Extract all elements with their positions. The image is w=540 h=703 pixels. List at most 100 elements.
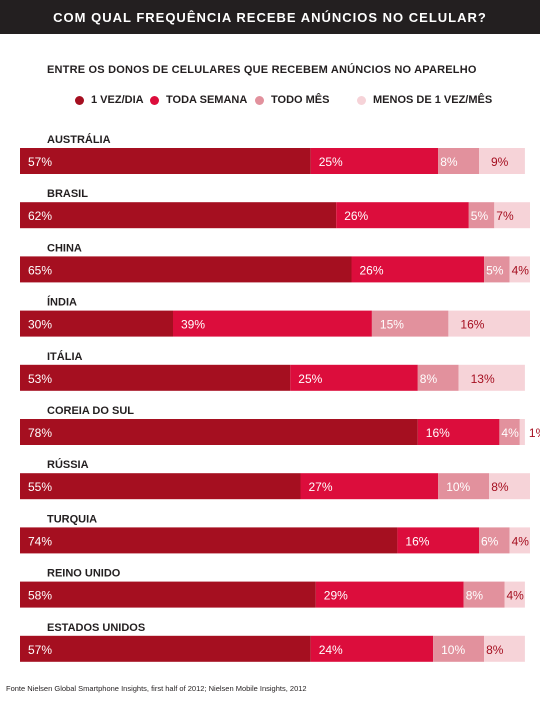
bar-brasil-todo-mes: [468, 202, 495, 229]
legend-label-monthly: TODO MÊS: [271, 94, 330, 106]
category-label-india: ÍNDIA: [47, 296, 77, 309]
bar-china-1-vez-dia: [20, 256, 352, 283]
category-label-china: CHINA: [47, 242, 82, 254]
bar-italia-1-vez-dia: [20, 364, 291, 391]
source-note: Fonte Nielsen Global Smartphone Insights…: [6, 684, 307, 693]
bar-reino-unido-todo-mes: [463, 581, 505, 608]
bar-estados-unidos-todo-mes: [433, 635, 485, 662]
value-label-australia-menos-de-1-vez-mes: 9%: [491, 155, 509, 169]
value-label-russia-menos-de-1-vez-mes: 8%: [491, 480, 509, 494]
value-label-coreia-do-sul-todo-mes: 4%: [501, 426, 519, 440]
chart-title-text: COM QUAL FREQUÊNCIA RECEBE ANÚNCIOS NO C…: [53, 9, 487, 25]
value-label-brasil-toda-semana: 26%: [344, 209, 368, 223]
legend: 1 VEZ/DIA TODA SEMANA TODO MÊS MENOS DE …: [0, 90, 540, 114]
bar-coreia-do-sul-menos-de-1-vez-mes: [519, 419, 525, 445]
bar-russia-toda-semana: [300, 473, 439, 500]
legend-label-less: MENOS DE 1 VEZ/MÊS: [373, 94, 493, 106]
value-label-russia-toda-semana: 27%: [309, 480, 333, 494]
bar-india-toda-semana: [173, 310, 372, 337]
value-label-turquia-1-vez-dia: 74%: [28, 534, 52, 548]
bar-china-menos-de-1-vez-mes: [509, 256, 530, 283]
bar-brasil-menos-de-1-vez-mes: [494, 202, 530, 229]
value-label-australia-todo-mes: 8%: [440, 155, 458, 169]
bar-india-menos-de-1-vez-mes: [448, 310, 530, 337]
value-label-italia-toda-semana: 25%: [298, 372, 322, 386]
bar-india-1-vez-dia: [20, 310, 173, 337]
bar-china-toda-semana: [351, 256, 485, 283]
value-label-reino-unido-todo-mes: 8%: [466, 589, 484, 603]
category-label-turquia: TURQUIA: [47, 513, 97, 525]
legend-item-weekly: TODA SEMANA: [150, 94, 247, 106]
legend-swatch-daily: [75, 95, 84, 105]
value-label-reino-unido-1-vez-dia: 58%: [28, 589, 52, 603]
category-label-coreia-do-sul: COREIA DO SUL: [47, 405, 134, 417]
value-label-estados-unidos-menos-de-1-vez-mes: 8%: [486, 643, 504, 657]
bar-brasil-toda-semana: [336, 202, 469, 229]
value-label-coreia-do-sul-menos-de-1-vez-mes: 1%: [529, 426, 540, 440]
bar-reino-unido-toda-semana: [315, 581, 464, 608]
value-label-russia-1-vez-dia: 55%: [28, 480, 52, 494]
bar-turquia-1-vez-dia: [20, 527, 398, 554]
legend-swatch-monthly: [255, 95, 264, 105]
legend-item-less: MENOS DE 1 VEZ/MÊS: [357, 94, 492, 106]
bar-china-todo-mes: [484, 256, 510, 283]
bar-australia-todo-mes: [438, 148, 479, 174]
bar-australia-1-vez-dia: [20, 148, 311, 174]
value-label-india-toda-semana: 39%: [181, 318, 205, 332]
legend-swatch-weekly: [150, 95, 159, 105]
value-label-russia-todo-mes: 10%: [446, 480, 470, 494]
category-label-italia: ITÁLIA: [47, 350, 82, 363]
value-label-estados-unidos-1-vez-dia: 57%: [28, 643, 52, 657]
value-label-reino-unido-menos-de-1-vez-mes: 4%: [507, 589, 525, 603]
value-label-china-menos-de-1-vez-mes: 4%: [512, 263, 530, 277]
value-label-india-todo-mes: 15%: [380, 318, 404, 332]
value-label-italia-1-vez-dia: 53%: [28, 372, 52, 386]
chart-subtitle: ENTRE OS DONOS DE CELULARES QUE RECEBEM …: [47, 64, 477, 76]
bar-turquia-toda-semana: [397, 527, 479, 554]
bar-turquia-todo-mes: [479, 527, 510, 554]
value-label-brasil-todo-mes: 5%: [471, 209, 489, 223]
value-label-coreia-do-sul-toda-semana: 16%: [426, 426, 450, 440]
bar-coreia-do-sul-todo-mes: [499, 419, 520, 445]
value-label-turquia-todo-mes: 6%: [481, 534, 499, 548]
category-label-brasil: BRASIL: [47, 188, 88, 200]
category-label-estados-unidos: ESTADOS UNIDOS: [47, 622, 145, 634]
bar-russia-todo-mes: [438, 473, 490, 500]
legend-item-monthly: TODO MÊS: [255, 94, 329, 106]
value-label-brasil-1-vez-dia: 62%: [28, 209, 52, 223]
value-label-coreia-do-sul-1-vez-dia: 78%: [28, 426, 52, 440]
value-label-india-1-vez-dia: 30%: [28, 318, 52, 332]
legend-item-daily: 1 VEZ/DIA: [75, 94, 144, 106]
value-label-reino-unido-toda-semana: 29%: [324, 589, 348, 603]
value-label-turquia-menos-de-1-vez-mes: 4%: [512, 534, 530, 548]
value-label-turquia-toda-semana: 16%: [405, 534, 429, 548]
bar-italia-menos-de-1-vez-mes: [458, 364, 525, 391]
value-label-australia-toda-semana: 25%: [319, 155, 343, 169]
value-label-italia-todo-mes: 8%: [420, 372, 438, 386]
bar-italia-toda-semana: [290, 364, 418, 391]
value-label-china-toda-semana: 26%: [360, 263, 384, 277]
bar-brasil-1-vez-dia: [20, 202, 337, 229]
bar-estados-unidos-1-vez-dia: [20, 635, 311, 662]
bar-russia-1-vez-dia: [20, 473, 301, 500]
category-label-russia: RÚSSIA: [47, 458, 89, 471]
value-label-estados-unidos-toda-semana: 24%: [319, 643, 343, 657]
value-label-estados-unidos-todo-mes: 10%: [441, 643, 465, 657]
bar-italia-todo-mes: [417, 364, 459, 391]
bar-estados-unidos-toda-semana: [310, 635, 434, 662]
bar-russia-menos-de-1-vez-mes: [489, 473, 530, 500]
value-label-china-1-vez-dia: 65%: [28, 263, 52, 277]
bar-coreia-do-sul-toda-semana: [417, 419, 500, 445]
legend-label-daily: 1 VEZ/DIA: [91, 94, 144, 106]
chart-title: COM QUAL FREQUÊNCIA RECEBE ANÚNCIOS NO C…: [0, 0, 540, 34]
value-label-brasil-menos-de-1-vez-mes: 7%: [496, 209, 514, 223]
bar-reino-unido-1-vez-dia: [20, 581, 316, 608]
legend-swatch-less: [357, 95, 366, 105]
bar-india-todo-mes: [371, 310, 449, 337]
value-label-china-todo-mes: 5%: [486, 263, 504, 277]
value-label-australia-1-vez-dia: 57%: [28, 155, 52, 169]
bar-coreia-do-sul-1-vez-dia: [20, 419, 418, 445]
category-label-reino-unido: REINO UNIDO: [47, 568, 121, 580]
value-label-italia-menos-de-1-vez-mes: 13%: [471, 372, 495, 386]
